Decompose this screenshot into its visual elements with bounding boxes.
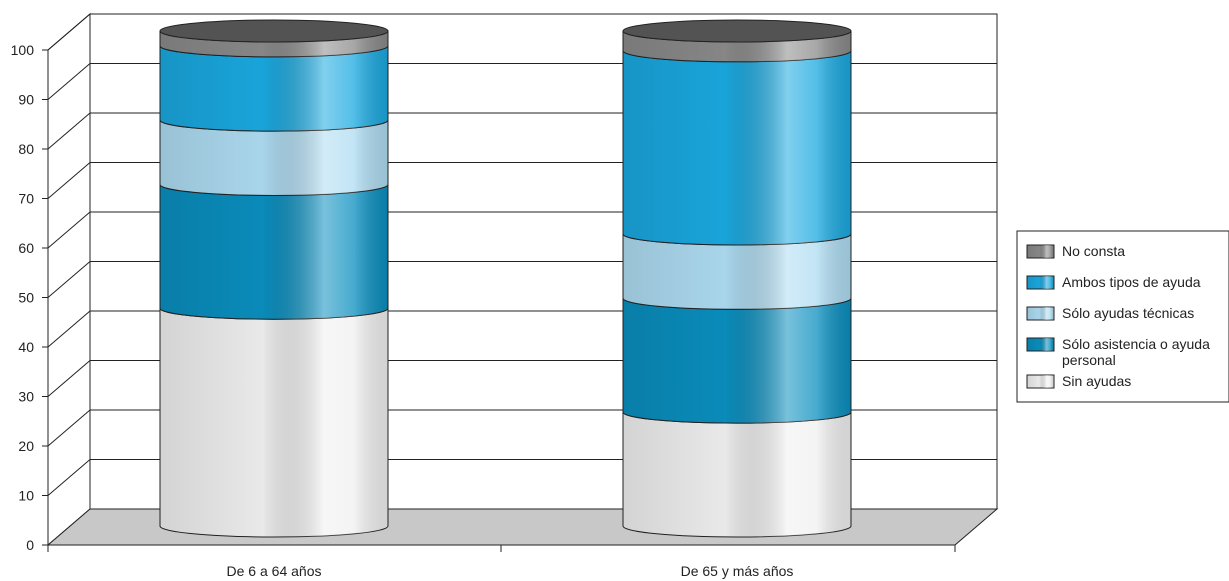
x-category-label: De 65 y más años xyxy=(681,563,794,579)
y-tick-label: 70 xyxy=(18,191,34,207)
legend-label: Sólo ayudas técnicas xyxy=(1062,305,1194,321)
legend-swatch-sheen xyxy=(1027,276,1054,289)
cylinder-sheen xyxy=(623,412,851,537)
cylinder-sheen xyxy=(623,50,851,245)
y-tick-label: 20 xyxy=(18,438,34,454)
cylinder-top-cap xyxy=(159,19,389,43)
legend-label: Sin ayudas xyxy=(1062,373,1131,389)
cylinder-sheen xyxy=(160,45,388,132)
cylinder-sheen xyxy=(623,298,851,424)
y-tick-label: 30 xyxy=(18,389,34,405)
y-tick-label: 50 xyxy=(18,290,34,306)
gridline-side xyxy=(47,310,91,348)
y-tick-label: 90 xyxy=(18,92,34,108)
gridline-side xyxy=(47,162,91,199)
x-category-label: De 6 a 64 años xyxy=(227,563,322,579)
gridline-side xyxy=(47,360,91,397)
cylinder-top-cap xyxy=(622,19,852,43)
legend-label: Sólo asistencia o ayuda personal xyxy=(1062,336,1210,368)
cylinder-sheen xyxy=(160,31,388,57)
cylinder-sheen xyxy=(160,120,388,196)
y-tick-label: 0 xyxy=(26,537,34,553)
cylinder-sheen xyxy=(160,184,388,320)
legend-label: Ambos tipos de ayuda xyxy=(1062,274,1201,290)
cylinder-sheen xyxy=(623,31,851,62)
gridline-side xyxy=(47,459,91,496)
y-tick-label: 100 xyxy=(11,42,35,58)
legend-label: No consta xyxy=(1062,243,1125,259)
legend-swatch-sheen xyxy=(1027,245,1054,258)
y-tick-label: 60 xyxy=(18,240,34,256)
gridline-side xyxy=(47,13,91,51)
y-tick-label: 80 xyxy=(18,141,34,157)
cylinder-sheen xyxy=(160,308,388,537)
gridline-side xyxy=(47,211,91,249)
legend-swatch-sheen xyxy=(1027,307,1054,320)
gridline-side xyxy=(47,112,91,150)
y-tick-label: 10 xyxy=(18,488,34,504)
legend-swatch-sheen xyxy=(1027,338,1054,351)
cylinder-sheen xyxy=(623,233,851,310)
legend-swatch-sheen xyxy=(1027,375,1054,388)
gridline-side xyxy=(47,63,91,100)
gridline-side xyxy=(47,261,91,298)
gridline-side xyxy=(47,409,91,447)
y-tick-label: 40 xyxy=(18,339,34,355)
